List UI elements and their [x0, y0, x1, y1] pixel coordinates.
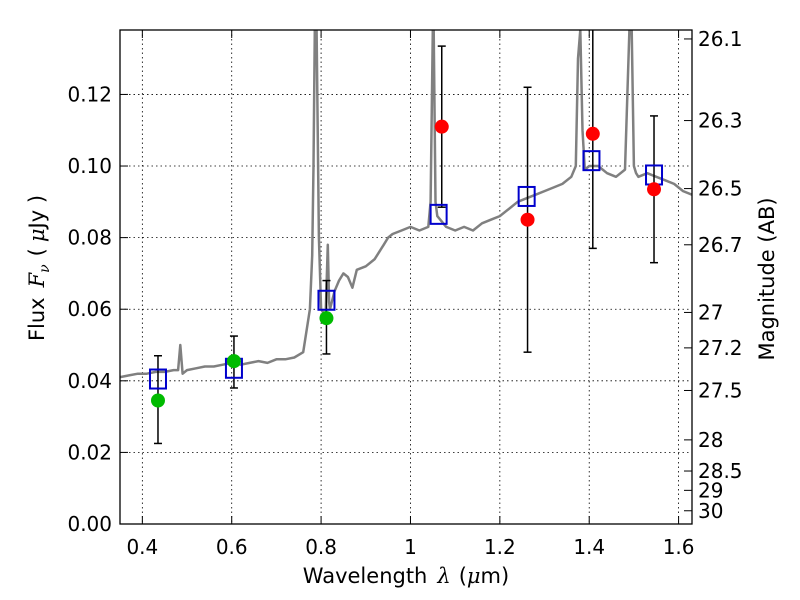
observed-photometry-point — [585, 126, 600, 141]
y2-tick-label: 27 — [698, 300, 723, 324]
y-tick-label: 0.06 — [67, 297, 112, 321]
y-tick-label: 0.02 — [67, 440, 112, 464]
x-axis-label-unit-mu: μ — [467, 564, 481, 588]
y-tick-label: 0.12 — [67, 82, 112, 106]
y-axis-label: Flux Fν ( μJy ) — [25, 195, 53, 341]
x-tick-label: 1.4 — [573, 535, 605, 559]
y-tick-label: 0.04 — [67, 369, 112, 393]
model-photometry-square — [317, 289, 336, 311]
x-axis-label: Wavelength λ (μm) — [303, 564, 509, 588]
x-tick-label: 1.2 — [484, 535, 516, 559]
x-tick-label: 1 — [404, 535, 417, 559]
x-tick-label: 0.6 — [216, 535, 248, 559]
y2-tick-label: 28 — [698, 428, 723, 452]
y-axis-label-symbol: F — [25, 271, 49, 288]
plot-area — [120, 30, 692, 524]
y2-tick-label: 26.7 — [698, 233, 743, 257]
observed-photometry-point — [150, 393, 165, 408]
y-tick-label: 0.00 — [67, 512, 112, 536]
observed-photometry-point — [647, 182, 662, 197]
y-axis-label-subscript: ν — [37, 264, 53, 273]
y-axis-label-unit-rest: Jy ) — [25, 195, 49, 231]
x-tick-label: 0.4 — [126, 535, 158, 559]
y2-tick-label: 29 — [698, 478, 723, 502]
x-axis-label-symbol: λ — [436, 564, 450, 588]
y2-axis-label: Magnitude (AB) — [755, 197, 779, 360]
y2-tick-label: 28.5 — [698, 459, 743, 483]
observed-photometry-point — [520, 212, 535, 227]
y-axis-label-unit-mu: μ — [25, 228, 49, 242]
ticks: 0.4 0.6 0.8 1 1.2 1.4 1.6 0.00 0.02 0.04 0.06 0.08 0… — [67, 27, 742, 559]
observed-photometry-point — [226, 354, 241, 369]
x-axis-label-unit-open: ( — [459, 564, 467, 588]
y-tick-label: 0.08 — [67, 226, 112, 250]
y2-tick-label: 30 — [698, 499, 723, 523]
model-photometry-square — [517, 185, 536, 207]
model-photometry-square — [582, 150, 601, 172]
observed-photometry-point — [434, 119, 449, 134]
x-tick-label: 1.6 — [663, 535, 695, 559]
x-axis-label-unit-rest: m) — [481, 564, 510, 588]
y2-tick-label: 27.2 — [698, 336, 743, 360]
y2-tick-label: 27.5 — [698, 378, 743, 402]
observed-photometry-point — [319, 311, 334, 326]
x-tick-label: 0.8 — [305, 535, 337, 559]
y-axis-label-prefix: Flux — [25, 297, 49, 341]
model-photometry-square — [429, 203, 448, 225]
plot-layer — [120, 30, 692, 445]
y2-tick-label: 26.1 — [698, 27, 743, 51]
y-axis-label-unit-open: ( — [25, 248, 49, 256]
x-axis-label-prefix: Wavelength — [303, 564, 428, 588]
plot-frame — [119, 29, 693, 525]
y2-tick-label: 26.3 — [698, 109, 743, 133]
y2-tick-label: 26.5 — [698, 177, 743, 201]
y-tick-label: 0.10 — [67, 154, 112, 178]
model-photometry-square — [148, 368, 167, 390]
